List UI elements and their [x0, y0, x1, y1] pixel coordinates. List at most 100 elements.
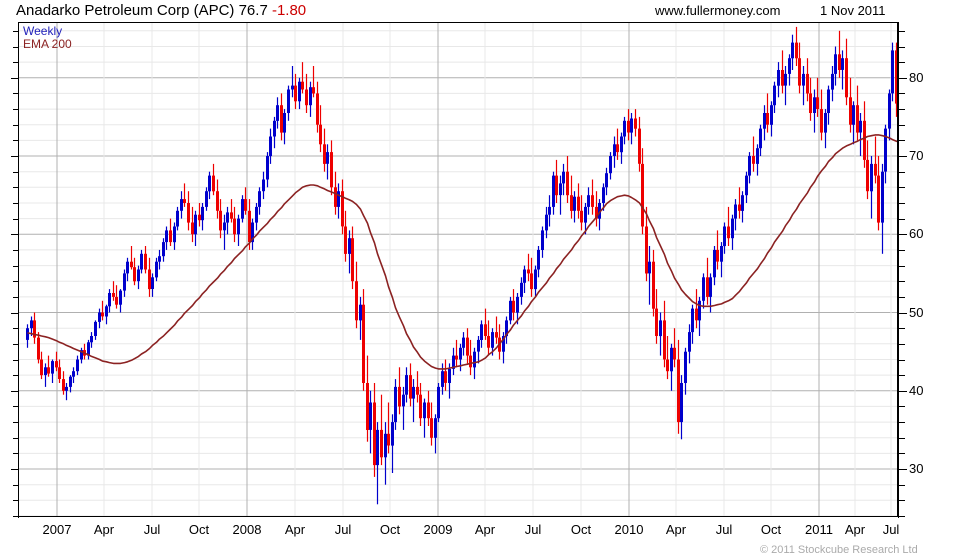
y-axis-tick [898, 406, 905, 408]
legend-ema-200: EMA 200 [23, 37, 72, 51]
x-axis-label: Oct [379, 522, 401, 537]
y-axis-label: 30 [909, 461, 924, 476]
y-axis-tick [898, 390, 907, 392]
left-axis-tick [13, 406, 19, 408]
y-axis-label: 40 [909, 382, 924, 398]
chart-legend: Weekly EMA 200 [23, 25, 72, 51]
source-website: www.fullermoney.com [655, 3, 781, 18]
y-axis-tick [898, 218, 905, 220]
left-axis-tick [13, 187, 19, 189]
y-axis-tick [898, 156, 907, 157]
y-axis-tick [898, 328, 905, 330]
x-axis-label: Jul [524, 522, 542, 537]
x-axis-label: Apr [93, 522, 115, 537]
y-axis-line [898, 22, 899, 518]
left-axis-tick [11, 390, 19, 392]
y-axis-tick [898, 46, 905, 48]
left-axis-tick [13, 140, 19, 142]
x-axis-label: Oct [188, 522, 210, 537]
y-axis-label: 60 [909, 226, 924, 242]
legend-weekly: Weekly [23, 24, 63, 38]
y-axis-tick [898, 296, 905, 298]
y-axis-tick [898, 171, 905, 173]
y-axis-label: 80 [909, 69, 924, 85]
x-axis-label: Apr [665, 522, 687, 537]
left-axis-tick [11, 234, 19, 236]
x-axis-label: 2007 [42, 522, 72, 537]
chart-header: Anadarko Petroleum Corp (APC) 76.7 -1.80… [0, 0, 980, 22]
left-axis-tick [13, 281, 19, 283]
x-axis-label: 2011 [805, 522, 833, 537]
left-axis-tick [13, 171, 19, 173]
y-axis-tick [898, 437, 905, 439]
left-axis-tick [13, 124, 19, 126]
y-axis-tick [898, 469, 907, 470]
left-axis-tick [13, 437, 19, 439]
left-axis-tick [13, 343, 19, 345]
left-axis-tick [13, 296, 19, 298]
y-axis-label: 50 [909, 304, 924, 320]
chart-date: 1 Nov 2011 [820, 3, 886, 18]
y-axis-tick [898, 484, 905, 486]
y-axis-tick [898, 359, 905, 361]
left-axis-tick [13, 375, 19, 377]
left-axis-tick [13, 30, 19, 32]
y-axis: 30 40 50 60 70 80 [898, 22, 980, 518]
left-axis-tick [13, 359, 19, 361]
y-axis-tick [898, 109, 905, 111]
price-change: -1.80 [271, 2, 307, 19]
y-axis-label: 70 [909, 148, 924, 163]
left-axis-tick [13, 109, 19, 111]
left-axis-tick [13, 203, 19, 204]
x-axis-label: Apr [844, 522, 866, 537]
y-axis-tick [898, 234, 907, 236]
left-axis-tick [13, 218, 19, 220]
y-axis-tick [898, 140, 905, 142]
x-axis-label: Oct [760, 522, 782, 537]
price-chart-plot: Weekly EMA 200 [18, 22, 898, 517]
left-axis-tick [13, 453, 19, 455]
y-axis-tick [898, 187, 905, 189]
left-axis-tick [13, 328, 19, 330]
left-axis-tick [13, 93, 19, 95]
x-axis-label: 2008 [232, 522, 262, 537]
left-axis-tick [13, 500, 19, 502]
y-axis-tick [898, 312, 907, 314]
left-axis-tick [11, 469, 19, 470]
y-axis-tick [898, 30, 905, 32]
left-axis-tick [13, 484, 19, 486]
x-axis-label: Apr [474, 522, 496, 537]
left-axis-tick [13, 516, 19, 517]
left-axis-tick [13, 265, 19, 267]
y-axis-tick [898, 500, 905, 502]
x-axis-label: Oct [570, 522, 592, 537]
y-axis-tick [898, 375, 905, 377]
x-axis-label: Jul [882, 522, 900, 537]
x-axis: 2007 Apr Jul Oct 2008 Apr Jul Oct 2009 Apr Jul Oct 2… [18, 518, 978, 558]
left-axis-tick [11, 156, 19, 157]
y-axis-tick [898, 453, 905, 455]
instrument-title: Anadarko Petroleum Corp (APC) 76.7 [16, 2, 272, 19]
page-title: Anadarko Petroleum Corp (APC) 76.7 -1.80 [16, 2, 306, 19]
y-axis-tick [898, 62, 905, 64]
x-axis-label: 2009 [423, 522, 453, 537]
x-axis-label: Jul [143, 522, 161, 537]
plot-inner [19, 23, 897, 516]
y-axis-tick [898, 93, 905, 95]
y-axis-tick [898, 124, 905, 126]
y-axis-tick [898, 281, 905, 283]
y-axis-tick [898, 265, 905, 267]
y-axis-tick [898, 422, 905, 424]
x-axis-label: Jul [715, 522, 733, 537]
x-axis-label: 2010 [614, 522, 644, 537]
x-axis-label: Apr [284, 522, 306, 537]
left-axis-tick [13, 422, 19, 424]
y-axis-tick [898, 249, 905, 251]
y-axis-tick [898, 203, 905, 204]
x-axis-label: Jul [334, 522, 352, 537]
y-axis-tick [898, 77, 907, 79]
copyright-notice: © 2011 Stockcube Research Ltd [760, 544, 918, 556]
left-axis-tick [11, 77, 19, 79]
left-axis-tick [13, 46, 19, 48]
